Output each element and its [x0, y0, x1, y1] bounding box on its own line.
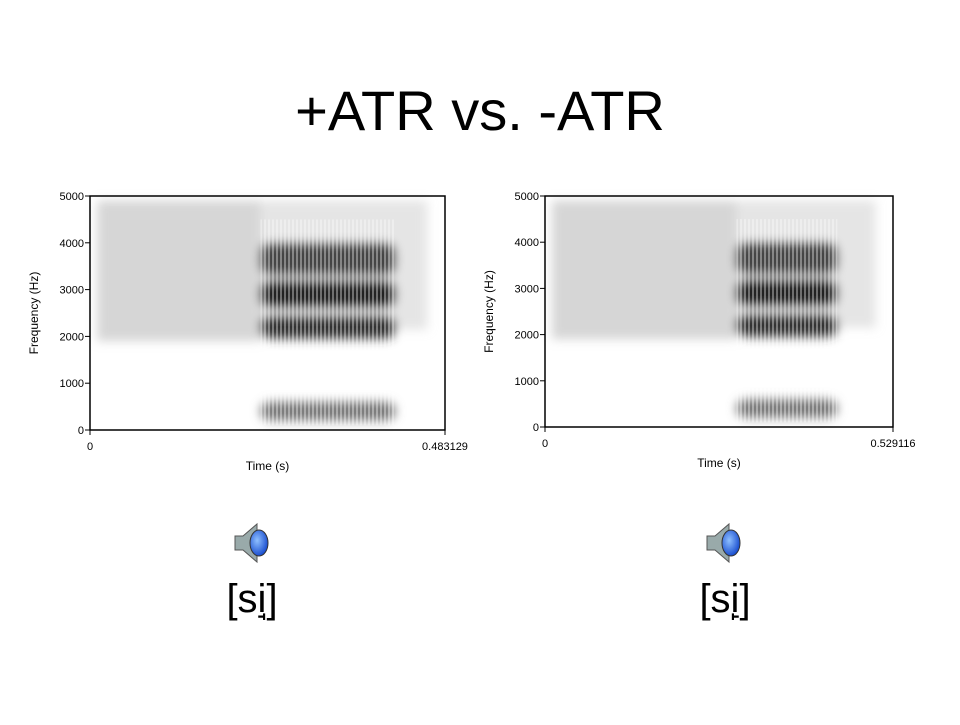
speaker-cone: [249, 529, 269, 557]
y-tick-label: 4000: [60, 238, 84, 250]
y-tick-label: 0: [78, 425, 84, 437]
slide-title: +ATR vs. -ATR: [295, 79, 665, 142]
caption: [si̘]: [226, 577, 277, 621]
y-tick-label: 3000: [60, 285, 84, 297]
y-tick-label: 4000: [515, 237, 539, 249]
y-axis-label: Frequency (Hz): [482, 270, 496, 353]
speaker-body: [706, 522, 730, 564]
caption: [si̙]: [699, 577, 750, 621]
y-tick-label: 5000: [60, 191, 84, 203]
x-tick-label: 0: [542, 438, 548, 450]
plot-frame: [89, 195, 446, 431]
y-tick-label: 2000: [60, 331, 84, 343]
striation: [736, 219, 838, 423]
speaker-icon[interactable]: [706, 522, 741, 564]
x-axis-label: Time (s): [246, 459, 290, 473]
x-tick-label: 0.529116: [870, 438, 915, 450]
speaker-cone: [721, 529, 741, 557]
y-tick-label: 1000: [515, 376, 539, 388]
x-tick-label: 0.483129: [422, 441, 468, 453]
y-tick-label: 2000: [515, 330, 539, 342]
noise: [97, 200, 261, 342]
x-axis-label: Time (s): [697, 456, 741, 470]
noise: [551, 200, 737, 340]
plot-frame: [544, 195, 894, 428]
y-tick-label: 0: [533, 422, 539, 434]
x-tick-label: 0: [87, 441, 93, 453]
y-tick-label: 1000: [60, 378, 84, 390]
y-tick-label: 3000: [515, 283, 539, 295]
y-axis-label: Frequency (Hz): [27, 272, 41, 355]
striation: [260, 219, 396, 426]
speaker-icon[interactable]: [234, 522, 269, 564]
y-tick-label: 5000: [515, 191, 539, 203]
speaker-body: [234, 522, 258, 564]
